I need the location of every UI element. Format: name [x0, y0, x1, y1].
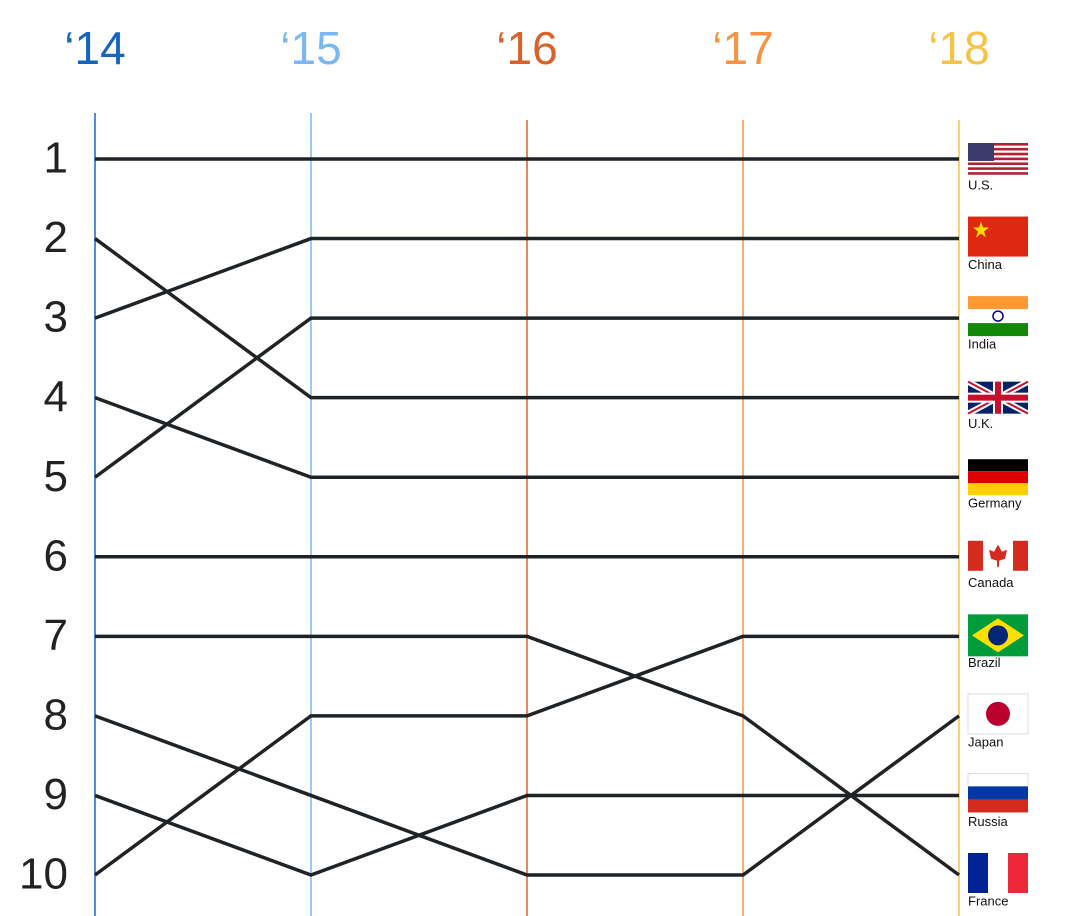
- rank-label: 5: [44, 452, 68, 501]
- flag-part: [967, 772, 1029, 787]
- country-label: India: [968, 337, 997, 352]
- rank-label: 3: [44, 293, 68, 342]
- flag: [968, 216, 1028, 257]
- rank-line: [94, 236, 959, 320]
- country-label: U.S.: [968, 177, 993, 192]
- flag-part: [968, 216, 1028, 257]
- flag-part: [988, 625, 1008, 646]
- country-label: France: [968, 893, 1008, 908]
- flag: [967, 693, 1029, 735]
- country-label: U.K.: [968, 416, 993, 431]
- flag-part: [968, 157, 1028, 161]
- rank-label: 9: [44, 770, 68, 819]
- flag: [967, 772, 1029, 813]
- country-label: Canada: [968, 575, 1014, 590]
- rank-label: 10: [19, 850, 68, 899]
- flag-part: [968, 483, 1028, 496]
- year-label: ‘16: [496, 22, 557, 74]
- country-label: Brazil: [968, 655, 1001, 670]
- flag-part: [968, 471, 1028, 484]
- rank-label: 7: [44, 611, 68, 660]
- rank-label: 2: [44, 213, 68, 262]
- flag-part: [1008, 853, 1028, 893]
- flag-part: [968, 172, 1028, 175]
- year-label: ‘15: [280, 22, 341, 74]
- year-label: ‘14: [64, 22, 125, 74]
- flag-part: [992, 310, 1004, 322]
- flag-part: [968, 296, 1028, 310]
- country-label: Japan: [968, 734, 1003, 749]
- flag-part: [973, 221, 989, 238]
- rank-line: [95, 634, 961, 877]
- flag-part: [967, 693, 1029, 735]
- flag-part: [989, 544, 1007, 567]
- country-label: China: [968, 257, 1003, 272]
- flag-part: [968, 162, 1028, 166]
- rank-line: [94, 793, 959, 877]
- country-label: Russia: [968, 814, 1009, 829]
- flag-part: [968, 143, 1028, 146]
- country-label: Germany: [968, 496, 1022, 511]
- flag-part: [968, 143, 994, 161]
- flag-part: [968, 147, 1028, 151]
- flag-part: [968, 152, 1028, 156]
- rank-label: 8: [44, 691, 68, 740]
- rank-line: [93, 237, 959, 400]
- flag-part: [968, 323, 1028, 337]
- flag-part: [968, 540, 983, 571]
- flag: [968, 296, 1028, 337]
- flag: [968, 143, 1028, 175]
- flag: [968, 459, 1028, 496]
- year-label: ‘18: [928, 22, 989, 74]
- flag: [968, 540, 1028, 571]
- flag: [966, 379, 1030, 417]
- rank-label: 1: [44, 134, 68, 183]
- flag-part: [968, 799, 1028, 813]
- rank-line: [93, 316, 959, 479]
- flag-part: [968, 167, 1028, 170]
- rank-label: 4: [44, 372, 68, 421]
- flag-part: [986, 701, 1010, 726]
- flag: [968, 614, 1028, 657]
- year-label: ‘17: [712, 22, 773, 74]
- flag-part: [968, 853, 988, 893]
- flag-part: [968, 786, 1028, 800]
- flag-part: [968, 459, 1028, 472]
- flag-part: [968, 394, 1028, 401]
- rank-label: 6: [44, 531, 68, 580]
- flag: [968, 853, 1028, 893]
- flag-part: [1013, 540, 1028, 571]
- rank-line: [94, 396, 959, 479]
- rank-line: [94, 714, 961, 877]
